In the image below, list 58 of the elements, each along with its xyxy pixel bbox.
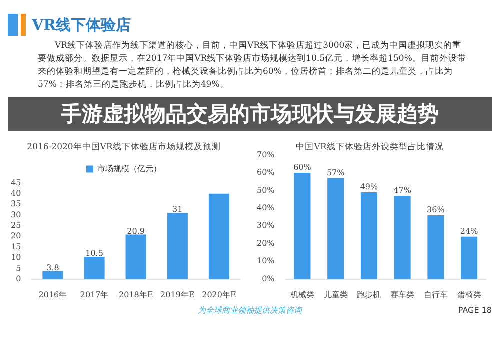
x-tick-label: 自行车 xyxy=(424,290,448,300)
data-label: 24% xyxy=(460,226,479,236)
y-tick-label: 10 xyxy=(10,253,22,262)
x-tick-label: 儿童类 xyxy=(324,290,348,300)
x-tick-label: 跑步机 xyxy=(357,290,382,300)
data-label: 3.8 xyxy=(46,263,60,272)
y-tick-label: 40 xyxy=(10,188,22,198)
data-label: 36% xyxy=(427,206,446,215)
chart-title: 中国VR线下体验店外设类型占比情况 xyxy=(296,141,444,152)
x-tick-label: 2018年E xyxy=(118,290,154,300)
bar xyxy=(328,178,344,280)
y-tick-label: 25 xyxy=(10,221,22,230)
y-tick-label: 0 xyxy=(16,274,22,284)
y-tick-label: 20% xyxy=(257,238,276,248)
data-label: 10.5 xyxy=(86,249,104,258)
x-tick-label: 机械类 xyxy=(290,290,314,300)
bar xyxy=(42,271,64,280)
y-tick-label: 20 xyxy=(10,232,22,241)
text: 手游虚拟物品交易的市场现状与发展趋势 xyxy=(8,97,492,131)
data-label: 31 xyxy=(172,205,183,214)
y-tick-label: 35 xyxy=(10,200,22,209)
y-tick-label: 60% xyxy=(257,168,276,178)
bar xyxy=(208,194,230,280)
text: VR线下体验店 xyxy=(32,16,132,34)
data-label: 20.9 xyxy=(127,226,145,236)
chart-title: 2016-2020年中国VR线下体验店市场规模及预测 xyxy=(27,141,221,152)
bar xyxy=(167,213,188,280)
data-label: 47% xyxy=(394,186,412,196)
y-tick-label: 15 xyxy=(10,242,22,252)
bar xyxy=(126,234,146,280)
data-label: 57% xyxy=(326,168,346,178)
x-tick-label: 2020年E xyxy=(202,290,236,300)
y-tick-label: 30 xyxy=(10,210,22,220)
bar xyxy=(84,256,105,280)
data-label: 49% xyxy=(360,182,378,192)
data-label: 60% xyxy=(294,162,312,172)
x-tick-label: 2016年 xyxy=(38,290,68,300)
y-tick-label: 30% xyxy=(257,221,276,230)
text: PAGE 18 xyxy=(457,306,492,315)
text: VR线下体验店作为线下渠道的核心，目前，中国VR线下体验店超过3000家，已成为中国虚拟现实的重要做成部分。数据显示，在2017年中国VR线下体验店市场规模达到10.5亿元，增长率超150%。目前外设带来的体验和期望是有一定差距的，枪械类设备比例占比为60%，位居榜首；排名第二的是儿童类，占比为57%；排名第三的是跑步机，比例占比为49%。 xyxy=(38,40,468,92)
bar xyxy=(360,192,378,280)
x-tick-label: 赛车类 xyxy=(390,290,415,300)
bar xyxy=(428,216,444,280)
bar xyxy=(461,236,478,280)
text: 为全球商业领袖提供决策咨询 xyxy=(198,305,302,316)
y-tick-label: 70% xyxy=(257,150,276,160)
legend-label: 市场规模（亿元） xyxy=(98,164,162,174)
y-tick-label: 45 xyxy=(10,178,22,188)
y-tick-label: 0% xyxy=(262,274,276,284)
y-tick-label: 10% xyxy=(257,256,276,266)
x-tick-label: 2019年E xyxy=(160,290,195,300)
bar xyxy=(294,172,311,280)
x-tick-label: 2017年 xyxy=(80,290,109,300)
x-tick-label: 蛋椅类 xyxy=(457,290,482,300)
y-tick-label: 50% xyxy=(257,186,276,195)
bar xyxy=(394,196,411,280)
y-tick-label: 40% xyxy=(257,204,276,213)
y-tick-label: 5 xyxy=(16,264,22,273)
